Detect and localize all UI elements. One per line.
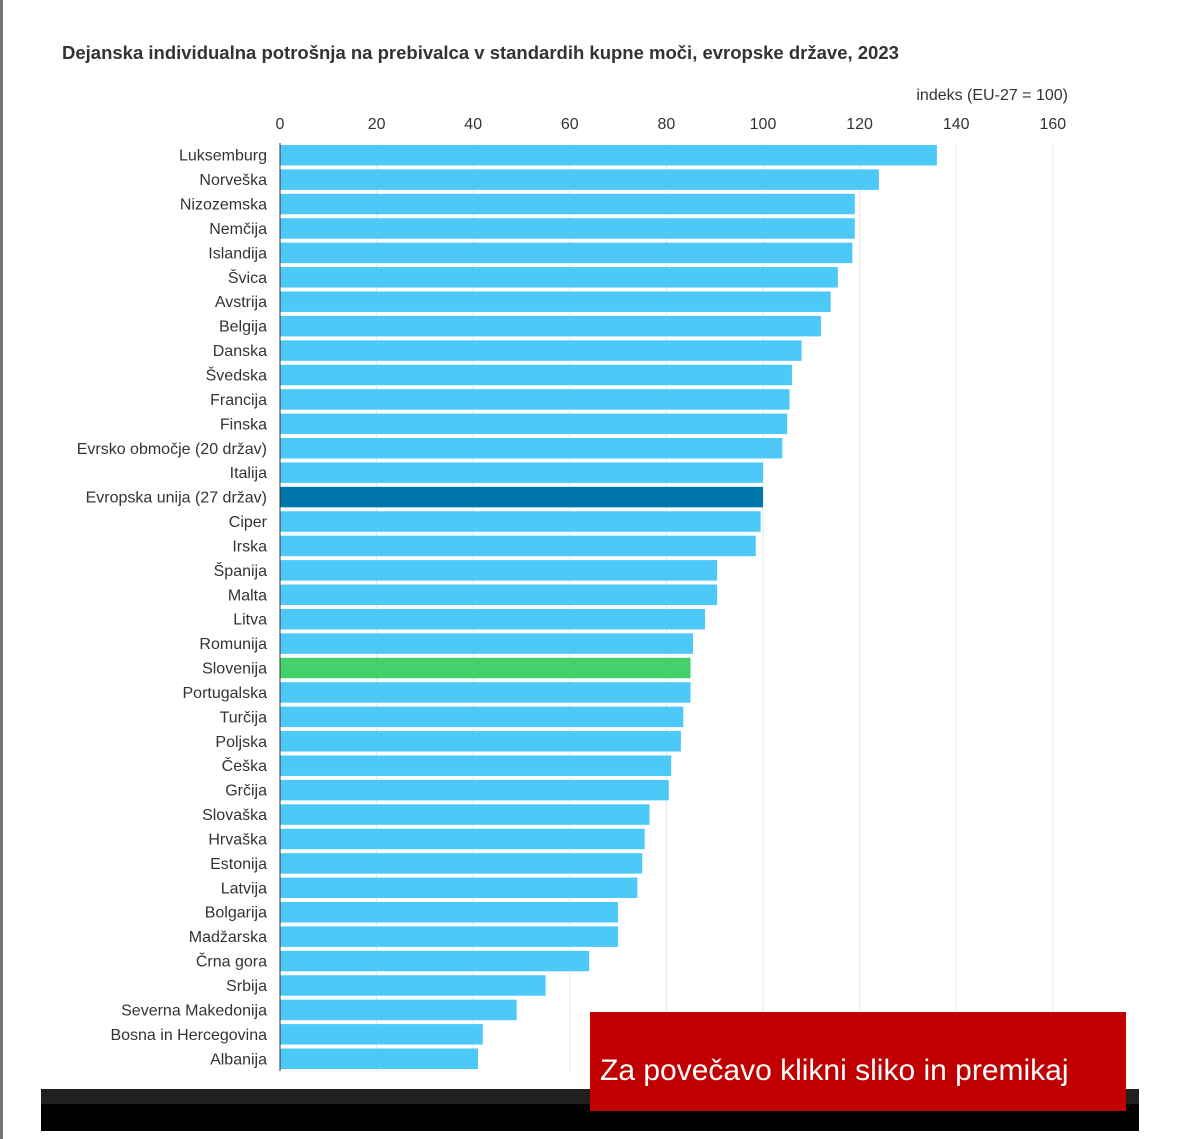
bar	[280, 779, 669, 801]
category-label: Ciper	[229, 514, 268, 531]
axis-unit-label: indeks (EU-27 = 100)	[916, 87, 1068, 104]
category-label: Slovaška	[202, 807, 267, 824]
bar	[280, 218, 855, 239]
zoom-hint-banner[interactable]: Za povečavo klikni sliko in premikaj	[590, 1012, 1126, 1111]
category-label: Belgija	[219, 319, 267, 336]
bar	[280, 926, 619, 947]
category-label: Litva	[233, 612, 267, 629]
bar	[280, 242, 853, 264]
bar	[280, 950, 590, 972]
bar	[280, 364, 792, 386]
bar	[280, 169, 879, 190]
bar	[280, 608, 706, 630]
category-label: Evrsko območje (20 držav)	[77, 441, 267, 458]
bar	[280, 462, 763, 483]
bar	[280, 340, 802, 361]
x-tick-label: 20	[368, 116, 386, 133]
bar	[280, 535, 756, 557]
category-label: Estonija	[210, 856, 267, 873]
category-label: Albanija	[210, 1051, 267, 1068]
x-tick-label: 160	[1039, 116, 1066, 133]
category-label: Turčija	[220, 709, 268, 726]
x-tick-label: 140	[943, 116, 970, 133]
category-label: Avstrija	[215, 294, 267, 311]
bar	[280, 853, 643, 874]
bar	[280, 438, 783, 459]
category-label: Romunija	[199, 636, 267, 653]
bar	[280, 706, 684, 728]
category-label: Bosna in Hercegovina	[110, 1027, 267, 1044]
bar	[280, 1024, 483, 1045]
category-label: Črna gora	[196, 952, 267, 971]
category-label: Slovenija	[202, 661, 267, 678]
bar	[280, 511, 761, 532]
bar	[280, 804, 650, 825]
bar	[280, 486, 763, 508]
bars	[280, 144, 937, 1069]
category-label: Italija	[230, 465, 267, 482]
bar	[280, 682, 691, 703]
bar	[280, 828, 645, 850]
bar	[280, 389, 790, 410]
x-tick-label: 100	[750, 116, 777, 133]
category-label: Danska	[213, 343, 267, 360]
bar	[280, 657, 691, 679]
bar	[280, 755, 672, 776]
bar	[280, 291, 831, 312]
x-tick-label: 120	[846, 116, 873, 133]
bar	[280, 975, 546, 996]
x-tick-label: 80	[658, 116, 676, 133]
bar	[280, 633, 693, 654]
category-label: Latvija	[221, 880, 267, 897]
category-label: Švica	[228, 268, 267, 287]
bar	[280, 144, 937, 166]
bar	[280, 267, 838, 288]
category-label: Madžarska	[189, 929, 267, 946]
category-label: Srbija	[226, 978, 267, 995]
bar	[280, 999, 517, 1021]
category-label: Irska	[232, 538, 267, 555]
category-label: Portugalska	[183, 685, 268, 702]
x-tick-label: 0	[276, 116, 285, 133]
category-label: Severna Makedonija	[121, 1002, 267, 1019]
category-label: Islandija	[208, 245, 267, 262]
category-label: Francija	[210, 392, 267, 409]
bar	[280, 877, 638, 899]
category-label: Finska	[220, 416, 267, 433]
category-label: Hrvaška	[208, 831, 267, 848]
category-labels: Luksemburg Norveška Nizozemska Nemčija Islan…	[77, 148, 268, 1069]
category-label: Norveška	[199, 172, 267, 189]
category-label: Poljska	[215, 734, 267, 751]
category-label: Bolgarija	[205, 905, 267, 922]
x-tick-labels: 0 20 40 60 80 100 120 140 160	[276, 116, 1067, 133]
bar	[280, 901, 619, 923]
category-label: Češka	[222, 756, 267, 775]
category-label: Luksemburg	[179, 148, 267, 165]
chart-title: Dejanska individualna potrošnja na prebi…	[62, 42, 899, 63]
bar	[280, 560, 718, 581]
category-label: Nizozemska	[180, 197, 267, 214]
bar	[280, 193, 855, 215]
bar	[280, 315, 821, 337]
category-label: Nemčija	[209, 221, 267, 238]
category-label: Grčija	[225, 783, 267, 800]
category-label: Malta	[228, 587, 267, 604]
x-tick-label: 40	[464, 116, 482, 133]
category-label: Španija	[214, 561, 267, 580]
bar	[280, 1048, 479, 1069]
bar	[280, 413, 788, 435]
bar	[280, 584, 718, 606]
category-label: Evropska unija (27 držav)	[86, 490, 267, 507]
window-edge	[0, 0, 3, 1139]
bar	[280, 731, 681, 752]
category-label: Švedska	[206, 365, 267, 384]
x-tick-label: 60	[561, 116, 579, 133]
